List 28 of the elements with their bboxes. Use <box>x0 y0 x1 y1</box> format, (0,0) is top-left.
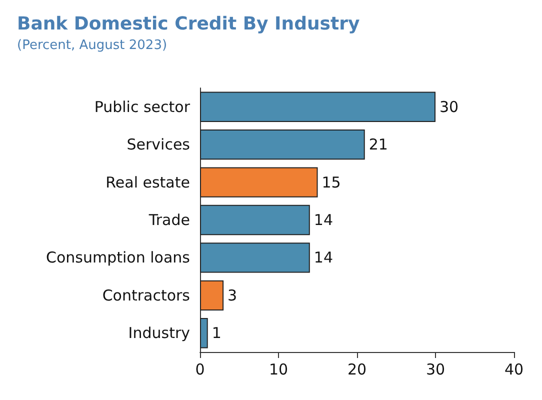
data-label: 3 <box>228 286 238 304</box>
bar <box>200 92 436 122</box>
bar <box>200 280 224 311</box>
data-label: 14 <box>314 211 333 229</box>
data-label: 21 <box>368 136 388 154</box>
x-tick-label: 10 <box>268 360 288 378</box>
data-label: 14 <box>314 248 333 267</box>
y-tick-label: Services <box>126 136 190 154</box>
x-tick-label: 0 <box>195 360 205 378</box>
bar <box>200 204 310 236</box>
data-label: 1 <box>212 324 222 342</box>
y-tick-label: Public sector <box>94 98 191 116</box>
bar <box>200 167 318 198</box>
chart-title: Bank Domestic Credit By Industry <box>17 14 360 34</box>
data-label: 30 <box>440 98 459 116</box>
bar <box>200 242 310 273</box>
y-tick-label: Consumption loans <box>46 248 190 267</box>
bar <box>200 129 365 160</box>
y-tick-label: Trade <box>148 211 190 229</box>
x-tick-label: 40 <box>504 360 524 378</box>
bar <box>200 318 208 348</box>
y-tick-label: Contractors <box>102 286 190 304</box>
y-tick-label: Industry <box>128 324 190 342</box>
text: (Percent, August 2023) <box>17 38 168 53</box>
y-tick-label: Real estate <box>106 173 190 192</box>
x-tick-label: 30 <box>426 360 446 378</box>
data-label: 15 <box>322 173 341 192</box>
x-tick-label: 20 <box>347 360 367 378</box>
